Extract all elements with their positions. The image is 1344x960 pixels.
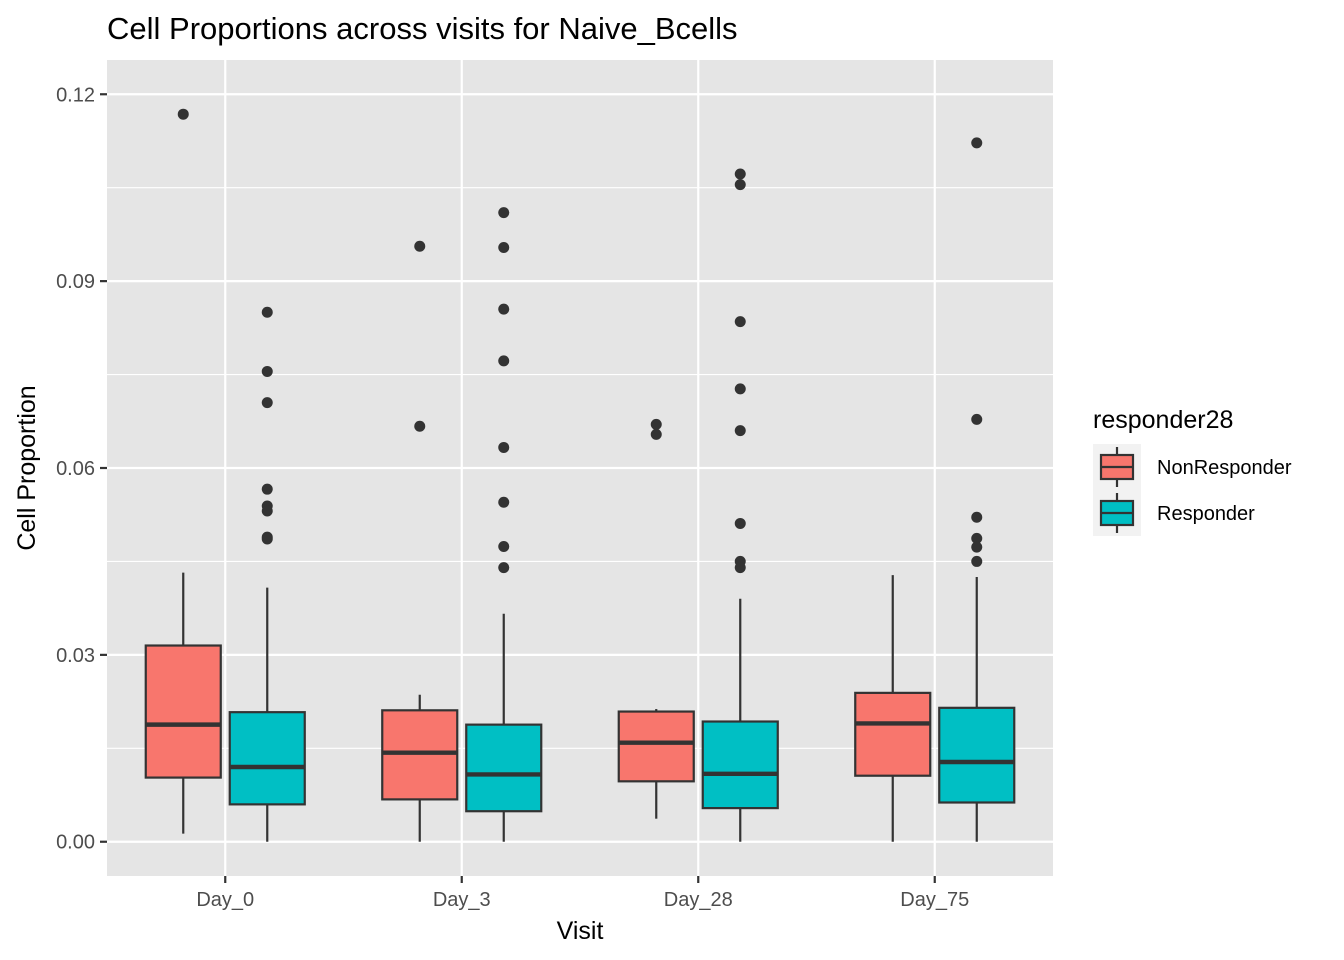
outlier-point (734, 383, 746, 395)
outlier-point (734, 316, 746, 328)
y-tick-label: 0.00 (56, 832, 95, 854)
outlier-point (734, 168, 746, 180)
outlier-point (734, 179, 746, 191)
outlier-point (498, 540, 510, 552)
y-tick-label: 0.09 (56, 271, 95, 293)
legend-items: NonResponder Responder (1093, 444, 1292, 536)
x-axis-title: Visit (557, 917, 604, 945)
box-iqr (938, 706, 1016, 804)
box-iqr (228, 711, 306, 806)
outlier-point (498, 441, 510, 453)
y-axis: 0.00 0.03 0.06 0.09 0.12 (56, 84, 107, 854)
box-responder-day_28 (701, 168, 779, 842)
x-tick-label: Day_75 (900, 889, 969, 911)
outlier-point (971, 555, 983, 567)
box-layer (144, 108, 1016, 842)
outlier-point (177, 108, 189, 120)
box-nonresponder-day_0 (144, 108, 222, 834)
outlier-point (971, 532, 983, 544)
outlier-point (261, 365, 273, 377)
outlier-point (498, 355, 510, 367)
outlier-point (971, 137, 983, 149)
x-tick-label: Day_28 (664, 889, 733, 911)
outlier-point (414, 420, 426, 432)
y-axis-title: Cell Proportion (13, 385, 41, 550)
box-responder-day_3 (465, 207, 543, 842)
x-tick-label: Day_3 (433, 889, 491, 911)
outlier-point (498, 562, 510, 574)
outlier-point (261, 306, 273, 318)
legend-title: responder28 (1093, 406, 1233, 434)
legend-item-responder: Responder (1093, 490, 1255, 536)
outlier-point (650, 418, 662, 430)
outlier-point (734, 517, 746, 529)
outlier-point (734, 562, 746, 574)
box-iqr (617, 710, 695, 783)
legend: responder28 NonResponder Responder (1093, 406, 1292, 536)
box-responder-day_0 (228, 306, 306, 842)
box-iqr (854, 691, 932, 777)
x-tick-label: Day_0 (196, 889, 254, 911)
box-iqr (701, 720, 779, 810)
y-tick-label: 0.12 (56, 84, 95, 106)
legend-item-nonresponder: NonResponder (1093, 444, 1292, 490)
outlier-point (498, 496, 510, 508)
y-tick-label: 0.06 (56, 458, 95, 480)
grid-major (107, 60, 1053, 876)
box-nonresponder-day_28 (617, 418, 695, 819)
chart-title: Cell Proportions across visits for Naive… (107, 11, 738, 46)
outlier-point (971, 541, 983, 553)
box-nonresponder-day_3 (381, 240, 459, 842)
legend-label: NonResponder (1157, 457, 1292, 479)
box-iqr (144, 644, 222, 779)
outlier-point (650, 428, 662, 440)
box-nonresponder-day_75 (854, 575, 932, 842)
outlier-point (971, 511, 983, 523)
legend-label: Responder (1157, 503, 1255, 525)
outlier-point (414, 240, 426, 252)
outlier-point (971, 413, 983, 425)
x-axis: Day_0 Day_3 Day_28 Day_75 (196, 876, 969, 911)
outlier-point (498, 303, 510, 315)
outlier-point (498, 241, 510, 253)
outlier-point (261, 533, 273, 545)
outlier-point (734, 425, 746, 437)
box-iqr (465, 723, 543, 813)
y-tick-label: 0.03 (56, 645, 95, 667)
outlier-point (261, 397, 273, 409)
outlier-point (261, 483, 273, 495)
box-responder-day_75 (938, 137, 1016, 842)
outlier-point (498, 207, 510, 219)
outlier-point (261, 505, 273, 517)
